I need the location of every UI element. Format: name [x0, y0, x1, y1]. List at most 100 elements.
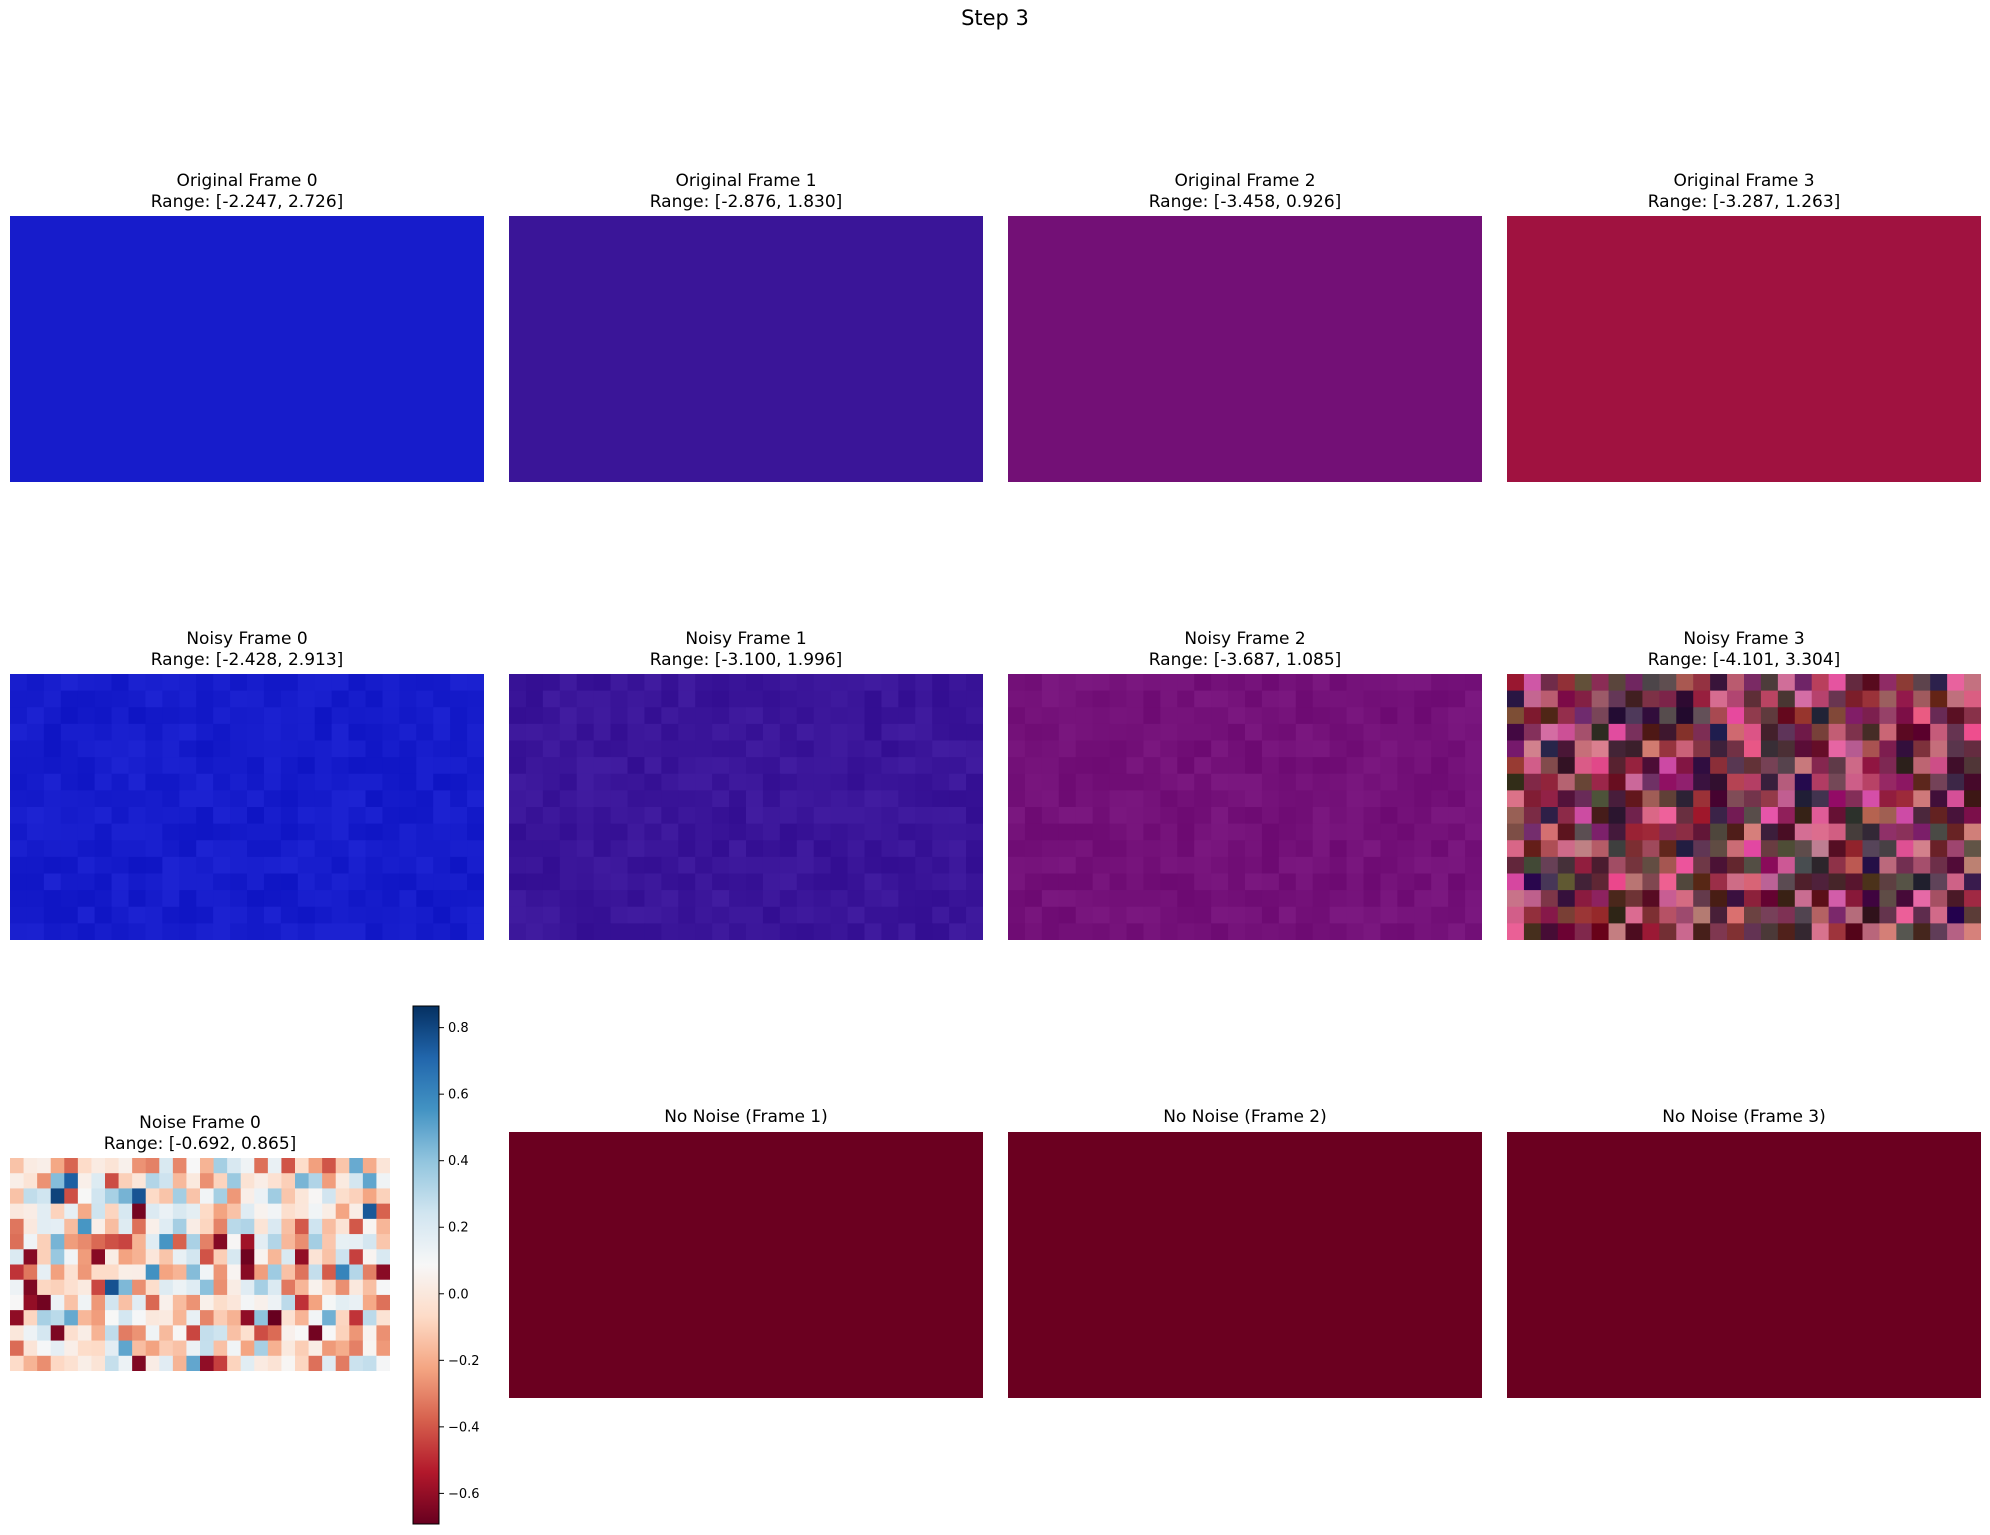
heatmap-cell	[661, 823, 679, 841]
panel-title-text: No Noise (Frame 1)	[664, 1107, 828, 1127]
heatmap-cell	[695, 723, 713, 742]
heatmap-cell	[159, 1158, 174, 1174]
heatmap-cell	[813, 923, 832, 940]
heatmap-cell	[1261, 906, 1280, 924]
heatmap-cell	[525, 690, 544, 708]
heatmap-cell	[779, 823, 798, 841]
heatmap-cell	[762, 790, 781, 808]
heatmap-cell	[661, 890, 679, 908]
heatmap-cell	[179, 856, 197, 875]
heatmap-cell	[1625, 856, 1644, 875]
heatmap-cell	[1794, 823, 1813, 841]
heatmap-cell	[1777, 790, 1796, 808]
heatmap-cell	[50, 1325, 65, 1342]
heatmap-cell	[77, 1158, 93, 1174]
heatmap-cell	[949, 757, 967, 775]
heatmap-cell	[915, 906, 933, 924]
heatmap-cell	[376, 1294, 390, 1311]
heatmap-cell	[695, 890, 713, 908]
heatmap-cell	[314, 923, 333, 940]
heatmap-cell	[94, 757, 113, 775]
heatmap-cell	[1211, 757, 1229, 775]
heatmap-cell	[91, 1279, 106, 1296]
heatmap-cell	[559, 740, 578, 758]
heatmap-cell	[43, 890, 62, 908]
heatmap-cell	[10, 690, 28, 708]
heatmap-cell	[1947, 707, 1965, 725]
heatmap-cell	[1811, 856, 1830, 875]
heatmap-cell	[1862, 890, 1881, 908]
heatmap-cell	[416, 873, 434, 891]
heatmap-cell	[1744, 757, 1762, 775]
heatmap-cell	[1591, 723, 1610, 742]
heatmap-cell	[254, 1294, 269, 1311]
heatmap-cell	[915, 840, 933, 858]
heatmap-cell	[915, 723, 933, 742]
heatmap-cell	[1625, 890, 1644, 908]
heatmap-cell	[1896, 823, 1914, 841]
heatmap-cell	[467, 856, 484, 875]
heatmap-cell	[23, 1325, 38, 1342]
heatmap-cell	[1557, 856, 1576, 875]
heatmap-cell	[145, 757, 163, 775]
heatmap-cell	[64, 1218, 79, 1235]
heatmap-cell	[830, 773, 849, 791]
heatmap-cell	[263, 674, 282, 692]
heatmap-cell	[1879, 773, 1897, 791]
heatmap-cell	[200, 1325, 215, 1342]
heatmap-cell	[26, 906, 45, 924]
heatmap-cell	[382, 674, 400, 692]
heatmap-cell	[91, 1158, 106, 1174]
heatmap-cell	[1177, 873, 1195, 891]
heatmap-cell	[627, 923, 646, 940]
heatmap-cell	[105, 1158, 120, 1174]
heatmap-cell	[644, 674, 662, 692]
heatmap-cell	[118, 1264, 133, 1281]
heatmap-cell	[509, 757, 527, 775]
heatmap-cell	[1777, 856, 1796, 875]
heatmap-cell	[179, 823, 197, 841]
heatmap-cell	[1024, 823, 1043, 841]
heatmap-cell	[60, 773, 79, 791]
heatmap-cell	[1845, 790, 1864, 808]
heatmap-cell	[1744, 790, 1762, 808]
heatmap-cell	[349, 1158, 364, 1174]
heatmap-cell	[159, 1355, 174, 1371]
heatmap-cell	[1329, 773, 1348, 791]
heatmap-cell	[240, 1158, 255, 1174]
heatmap-cell	[94, 707, 113, 725]
heatmap-cell	[1024, 773, 1043, 791]
heatmap-cell	[1414, 757, 1432, 775]
heatmap-cell	[162, 906, 180, 924]
heatmap-cell	[1574, 740, 1593, 758]
heatmap-cell	[1710, 674, 1728, 692]
heatmap-cell	[196, 873, 214, 891]
heatmap-cell	[213, 840, 231, 858]
panel-title-text: Noisy Frame 3	[1683, 629, 1805, 649]
heatmap-cell	[1126, 740, 1145, 758]
heatmap-cell	[746, 723, 764, 742]
heatmap-cell	[1329, 923, 1348, 940]
heatmap-cell	[1507, 890, 1525, 908]
heatmap-cell	[1329, 674, 1348, 692]
heatmap-cell	[966, 906, 983, 924]
heatmap-cell	[1346, 840, 1365, 858]
heatmap-cell	[1194, 923, 1212, 940]
heatmap-cell	[712, 823, 730, 841]
heatmap-cell	[559, 790, 578, 808]
panel-title-r0c2: Original Frame 2 Range: [-3.458, 0.926]	[1008, 171, 1482, 213]
heatmap-cell	[830, 923, 849, 940]
heatmap-cell	[593, 707, 612, 725]
heatmap-svg	[1507, 216, 1981, 482]
heatmap-cell	[1329, 690, 1348, 708]
heatmap-cell	[1143, 873, 1161, 891]
heatmap-cell	[1414, 906, 1432, 924]
heatmap-cell	[1845, 723, 1864, 742]
heatmap-cell	[1126, 873, 1145, 891]
heatmap-cell	[118, 1355, 133, 1371]
heatmap-cell	[50, 1279, 65, 1296]
heatmap-cell	[1008, 690, 1026, 708]
heatmap-cell	[213, 1158, 228, 1174]
heatmap-cell	[1448, 690, 1466, 708]
colorbar-gradient	[412, 1005, 440, 1525]
